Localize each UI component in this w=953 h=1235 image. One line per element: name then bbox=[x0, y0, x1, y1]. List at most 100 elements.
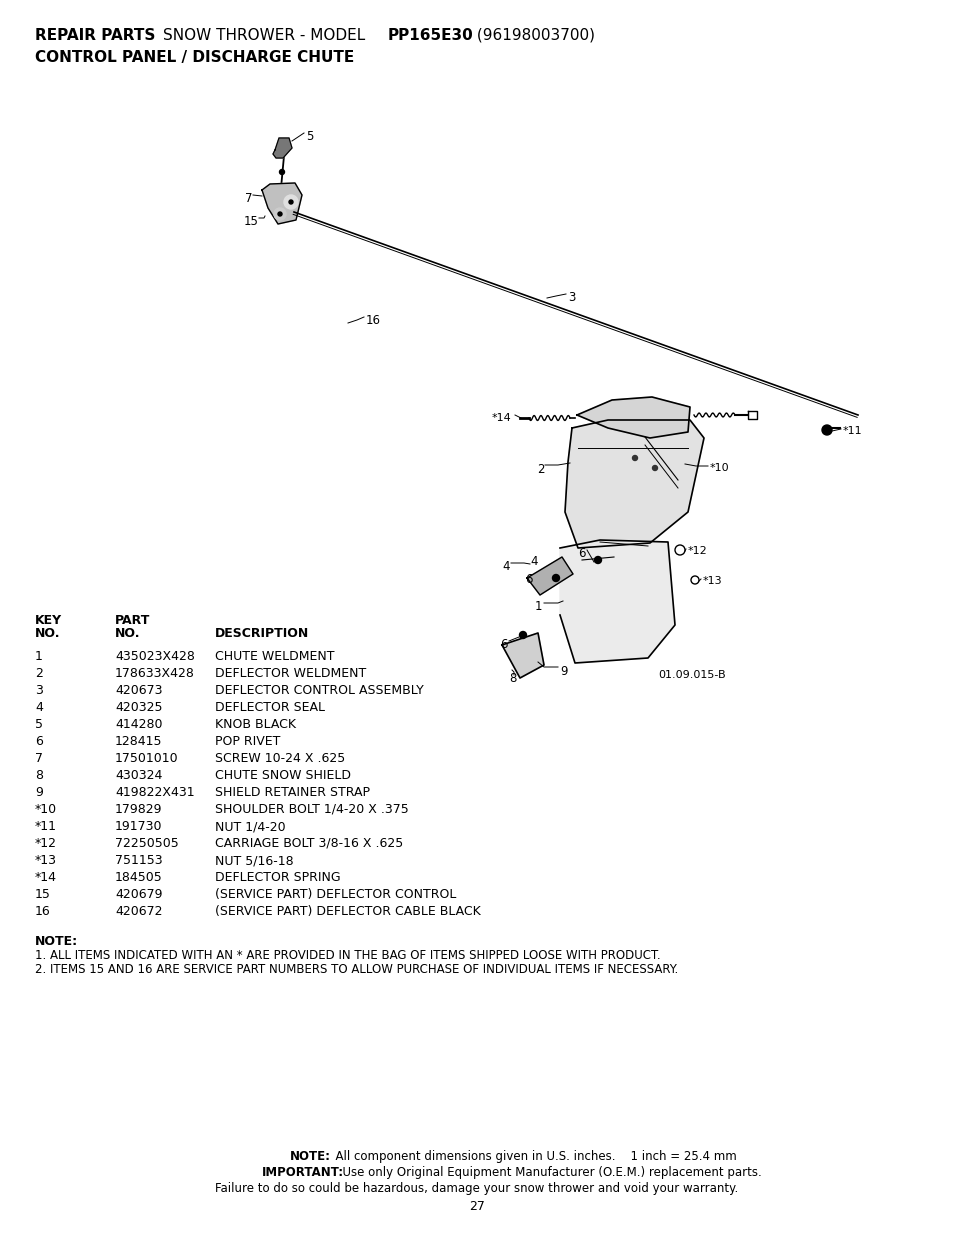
Text: REPAIR PARTS: REPAIR PARTS bbox=[35, 28, 155, 43]
Text: (96198003700): (96198003700) bbox=[472, 28, 595, 43]
Polygon shape bbox=[577, 396, 689, 438]
Circle shape bbox=[279, 169, 284, 174]
Text: 435023X428: 435023X428 bbox=[115, 650, 194, 663]
Text: NO.: NO. bbox=[35, 627, 60, 640]
Text: CARRIAGE BOLT 3/8-16 X .625: CARRIAGE BOLT 3/8-16 X .625 bbox=[214, 837, 403, 850]
Text: 430324: 430324 bbox=[115, 769, 162, 782]
Text: *13: *13 bbox=[702, 576, 721, 585]
Text: 01.09.015-B: 01.09.015-B bbox=[658, 671, 725, 680]
Text: 16: 16 bbox=[366, 314, 380, 327]
Text: All component dimensions given in U.S. inches.    1 inch = 25.4 mm: All component dimensions given in U.S. i… bbox=[328, 1150, 736, 1163]
Circle shape bbox=[632, 456, 637, 461]
Text: 4: 4 bbox=[35, 701, 43, 714]
Text: 420325: 420325 bbox=[115, 701, 162, 714]
Text: 17501010: 17501010 bbox=[115, 752, 178, 764]
Polygon shape bbox=[273, 138, 292, 158]
Text: 5: 5 bbox=[306, 130, 313, 143]
Circle shape bbox=[277, 212, 282, 216]
Text: 6: 6 bbox=[35, 735, 43, 748]
Text: 7: 7 bbox=[245, 191, 253, 205]
Text: 27: 27 bbox=[469, 1200, 484, 1213]
Text: CHUTE SNOW SHIELD: CHUTE SNOW SHIELD bbox=[214, 769, 351, 782]
Text: 3: 3 bbox=[35, 684, 43, 697]
Text: 420679: 420679 bbox=[115, 888, 162, 902]
Polygon shape bbox=[262, 183, 302, 224]
Text: *14: *14 bbox=[492, 412, 511, 424]
Polygon shape bbox=[564, 420, 703, 548]
Circle shape bbox=[594, 557, 601, 563]
Text: 1: 1 bbox=[535, 600, 542, 613]
Circle shape bbox=[289, 200, 293, 204]
Text: 1: 1 bbox=[35, 650, 43, 663]
Text: 419822X431: 419822X431 bbox=[115, 785, 194, 799]
Text: Use only Original Equipment Manufacturer (O.E.M.) replacement parts.: Use only Original Equipment Manufacturer… bbox=[335, 1166, 760, 1179]
Text: 6: 6 bbox=[499, 638, 507, 651]
Text: *11: *11 bbox=[842, 426, 862, 436]
Text: CHUTE WELDMENT: CHUTE WELDMENT bbox=[214, 650, 335, 663]
Text: 414280: 414280 bbox=[115, 718, 162, 731]
Text: 15: 15 bbox=[244, 215, 258, 228]
Text: NUT 5/16-18: NUT 5/16-18 bbox=[214, 853, 294, 867]
Text: KNOB BLACK: KNOB BLACK bbox=[214, 718, 295, 731]
Text: 16: 16 bbox=[35, 905, 51, 918]
Polygon shape bbox=[559, 540, 675, 663]
Circle shape bbox=[519, 631, 526, 638]
Text: 179829: 179829 bbox=[115, 803, 162, 816]
Text: *14: *14 bbox=[35, 871, 57, 884]
Text: 420672: 420672 bbox=[115, 905, 162, 918]
Text: 6: 6 bbox=[578, 547, 585, 559]
Text: SCREW 10-24 X .625: SCREW 10-24 X .625 bbox=[214, 752, 345, 764]
Text: (SERVICE PART) DEFLECTOR CABLE BLACK: (SERVICE PART) DEFLECTOR CABLE BLACK bbox=[214, 905, 480, 918]
Circle shape bbox=[284, 195, 297, 209]
Text: 6: 6 bbox=[524, 573, 532, 585]
Text: 4: 4 bbox=[530, 555, 537, 568]
Text: IMPORTANT:: IMPORTANT: bbox=[262, 1166, 344, 1179]
Text: DEFLECTOR WELDMENT: DEFLECTOR WELDMENT bbox=[214, 667, 366, 680]
Text: 9: 9 bbox=[559, 664, 567, 678]
Text: POP RIVET: POP RIVET bbox=[214, 735, 280, 748]
Circle shape bbox=[552, 574, 558, 582]
Text: *10: *10 bbox=[35, 803, 57, 816]
Text: 4: 4 bbox=[501, 559, 509, 573]
Text: 2: 2 bbox=[537, 463, 544, 475]
Text: *13: *13 bbox=[35, 853, 57, 867]
Text: SHOULDER BOLT 1/4-20 X .375: SHOULDER BOLT 1/4-20 X .375 bbox=[214, 803, 408, 816]
Text: 178633X428: 178633X428 bbox=[115, 667, 194, 680]
Text: 2. ITEMS 15 AND 16 ARE SERVICE PART NUMBERS TO ALLOW PURCHASE OF INDIVIDUAL ITEM: 2. ITEMS 15 AND 16 ARE SERVICE PART NUMB… bbox=[35, 963, 678, 976]
Text: NO.: NO. bbox=[115, 627, 140, 640]
Text: PP165E30: PP165E30 bbox=[388, 28, 474, 43]
Circle shape bbox=[652, 466, 657, 471]
Text: DEFLECTOR SPRING: DEFLECTOR SPRING bbox=[214, 871, 340, 884]
Text: 5: 5 bbox=[35, 718, 43, 731]
Text: DEFLECTOR SEAL: DEFLECTOR SEAL bbox=[214, 701, 325, 714]
Text: 420673: 420673 bbox=[115, 684, 162, 697]
Text: 184505: 184505 bbox=[115, 871, 163, 884]
Text: *11: *11 bbox=[35, 820, 57, 832]
Text: SNOW THROWER - MODEL: SNOW THROWER - MODEL bbox=[163, 28, 370, 43]
Text: 3: 3 bbox=[567, 291, 575, 304]
Text: NOTE:: NOTE: bbox=[35, 935, 78, 948]
Text: 128415: 128415 bbox=[115, 735, 162, 748]
Text: NOTE:: NOTE: bbox=[290, 1150, 331, 1163]
Text: SHIELD RETAINER STRAP: SHIELD RETAINER STRAP bbox=[214, 785, 370, 799]
Text: NUT 1/4-20: NUT 1/4-20 bbox=[214, 820, 285, 832]
Circle shape bbox=[821, 425, 831, 435]
Text: *12: *12 bbox=[35, 837, 57, 850]
Text: 191730: 191730 bbox=[115, 820, 162, 832]
Text: KEY: KEY bbox=[35, 614, 62, 627]
Text: 72250505: 72250505 bbox=[115, 837, 178, 850]
Text: CONTROL PANEL / DISCHARGE CHUTE: CONTROL PANEL / DISCHARGE CHUTE bbox=[35, 49, 354, 65]
Polygon shape bbox=[526, 557, 573, 595]
Text: 8: 8 bbox=[509, 672, 516, 685]
Text: *10: *10 bbox=[709, 463, 729, 473]
Text: DESCRIPTION: DESCRIPTION bbox=[214, 627, 309, 640]
Polygon shape bbox=[501, 634, 543, 678]
Text: 751153: 751153 bbox=[115, 853, 162, 867]
Text: DEFLECTOR CONTROL ASSEMBLY: DEFLECTOR CONTROL ASSEMBLY bbox=[214, 684, 423, 697]
Text: 1. ALL ITEMS INDICATED WITH AN * ARE PROVIDED IN THE BAG OF ITEMS SHIPPED LOOSE : 1. ALL ITEMS INDICATED WITH AN * ARE PRO… bbox=[35, 948, 659, 962]
Text: (SERVICE PART) DEFLECTOR CONTROL: (SERVICE PART) DEFLECTOR CONTROL bbox=[214, 888, 456, 902]
Text: 9: 9 bbox=[35, 785, 43, 799]
Text: 2: 2 bbox=[35, 667, 43, 680]
Text: *12: *12 bbox=[687, 546, 707, 556]
Circle shape bbox=[274, 207, 286, 220]
